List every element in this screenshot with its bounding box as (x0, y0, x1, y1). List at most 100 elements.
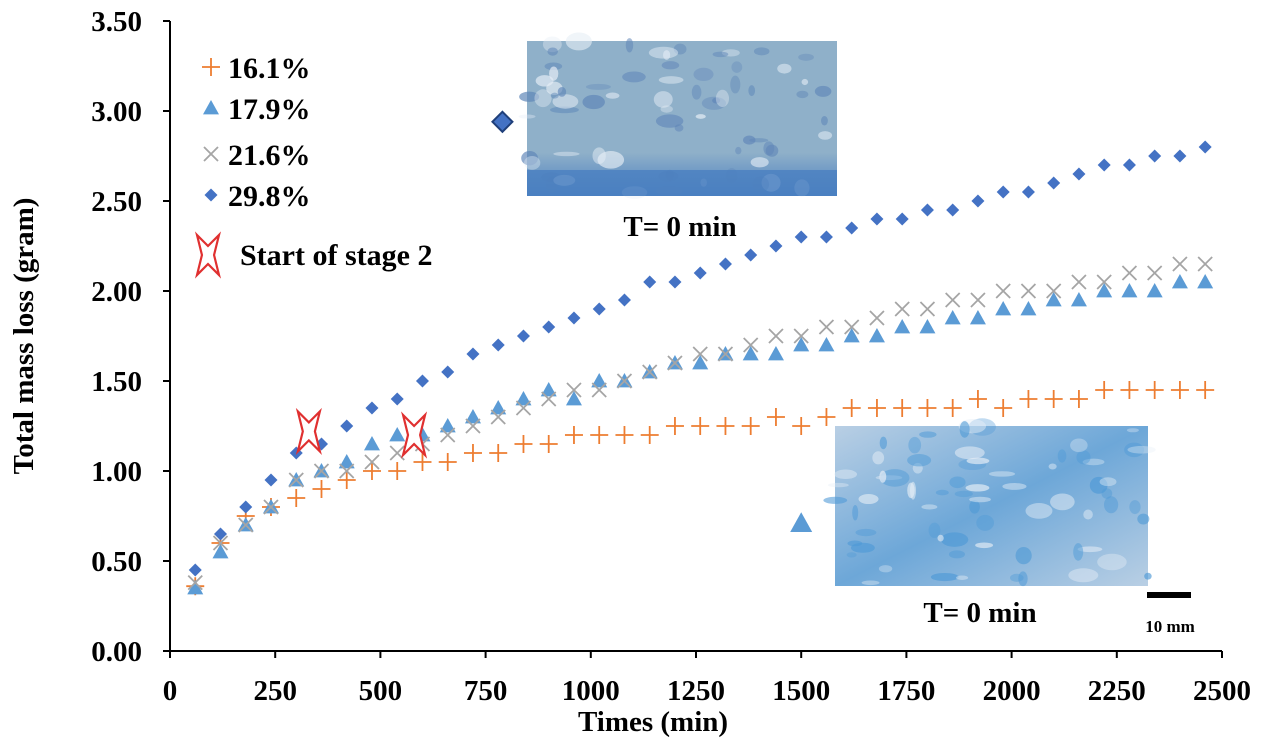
data-point (918, 399, 937, 417)
data-point (692, 355, 709, 370)
x-tick-label: 1750 (877, 675, 935, 707)
data-point (1069, 390, 1088, 408)
photo-texture (855, 528, 877, 537)
photo-texture (878, 565, 893, 573)
photo-texture (753, 47, 770, 56)
x-tick-label: 1250 (667, 675, 725, 707)
data-point (617, 293, 631, 307)
photo-texture (1144, 572, 1152, 580)
photo-texture (777, 63, 792, 74)
photo-texture (582, 94, 605, 110)
photo-texture (1002, 483, 1027, 490)
stage2-marker (295, 407, 322, 455)
x-tick-label: 2500 (1193, 675, 1251, 707)
legend-marker (203, 146, 219, 162)
data-point (1046, 283, 1062, 299)
data-point (919, 319, 936, 334)
photo-texture (763, 141, 775, 156)
data-point (643, 275, 657, 289)
photo-texture (937, 534, 944, 542)
photo-texture (1082, 458, 1105, 466)
photo-texture (969, 500, 980, 514)
data-point (667, 355, 683, 371)
photo-texture (1129, 500, 1141, 515)
x-axis-title: Times (min) (578, 706, 728, 738)
photo-texture (653, 91, 673, 108)
legend-marker (204, 188, 218, 202)
data-point (819, 230, 833, 244)
data-point (870, 212, 884, 226)
data-point (516, 329, 530, 343)
photo-texture (879, 436, 888, 450)
photo-texture (544, 62, 563, 71)
data-point (490, 409, 506, 425)
legend-label: 29.8% (228, 180, 311, 213)
photo-texture (861, 580, 880, 586)
photo-image (835, 426, 1148, 586)
data-point (995, 283, 1011, 299)
photo-texture (850, 542, 875, 553)
plot-area: 0 250 500 750 1000 1250 1500 1750 2000 2250 2500 0… (91, 6, 1251, 707)
data-point (1020, 283, 1037, 299)
data-point (567, 311, 581, 325)
photo-texture (731, 61, 743, 73)
legend-entry-stage2: Start of stage 2 (194, 231, 432, 279)
data-point (842, 399, 861, 417)
photo-texture (730, 75, 741, 94)
data-point (364, 454, 380, 470)
data-point (717, 346, 734, 362)
data-point (844, 319, 860, 335)
data-point (970, 292, 986, 308)
photo-texture (550, 92, 559, 99)
legend-entry: 17.9% (203, 93, 311, 126)
data-point (716, 417, 735, 435)
scale-bar: 10 mm (1145, 592, 1195, 636)
data-point (994, 399, 1013, 417)
data-point (1120, 381, 1139, 399)
photo-texture (625, 38, 634, 53)
data-point (845, 221, 859, 235)
photo-texture (1097, 553, 1127, 571)
photo-texture (823, 496, 848, 504)
photo-marker (790, 512, 813, 532)
photo-texture (1068, 568, 1099, 583)
photo-texture (712, 97, 721, 104)
data-point (592, 302, 606, 316)
photo-texture (827, 482, 849, 488)
data-point (995, 301, 1012, 316)
y-tick-label: 1.50 (91, 366, 142, 398)
data-point (792, 417, 811, 435)
photo-texture (975, 542, 994, 549)
data-point (1072, 167, 1086, 181)
sample-photo: T= 0 min (790, 418, 1156, 629)
stage2-markers (295, 407, 428, 459)
photo-texture (959, 421, 970, 438)
data-point (920, 203, 934, 217)
x-tick-label: 500 (359, 675, 403, 707)
data-point (693, 266, 707, 280)
data-point (1021, 185, 1035, 199)
y-axis-ticks: 0.00 0.50 1.00 1.50 2.00 2.50 3.00 3.50 (91, 6, 170, 668)
photo-texture (565, 32, 592, 51)
photo-texture (988, 471, 1016, 477)
photo-texture (1083, 509, 1093, 520)
data-point (288, 472, 304, 488)
data-point (464, 409, 481, 424)
photo-texture (954, 446, 985, 460)
data-point (817, 408, 836, 426)
data-point (490, 400, 507, 415)
legend-marker (202, 58, 220, 76)
photo-texture (750, 157, 769, 168)
data-point (213, 527, 227, 541)
data-point (1097, 158, 1111, 172)
photo-texture (1076, 450, 1091, 465)
photo-texture (1073, 543, 1084, 561)
photo-texture (798, 53, 814, 61)
sample-photo: T= 0 min (491, 32, 837, 243)
scale-bar-label: 10 mm (1145, 617, 1195, 636)
data-point (1070, 292, 1087, 307)
photo-texture (1137, 513, 1150, 525)
data-point (441, 365, 455, 379)
photo-texture (921, 504, 938, 510)
